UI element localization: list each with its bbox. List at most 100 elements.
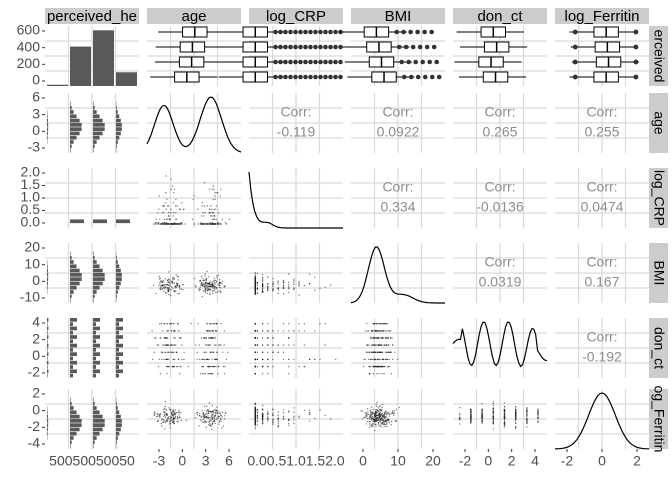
histogram-bar bbox=[93, 119, 103, 123]
scatter-point bbox=[382, 407, 383, 408]
scatter-point bbox=[267, 366, 268, 367]
scatter-point bbox=[383, 419, 384, 420]
histogram-bar bbox=[70, 440, 72, 444]
scatter-point bbox=[376, 366, 377, 367]
scatter-point bbox=[209, 330, 210, 331]
histogram-bar bbox=[116, 344, 123, 348]
scatter-point bbox=[459, 414, 460, 415]
scatter-point bbox=[309, 359, 310, 360]
outlier-point bbox=[427, 60, 432, 65]
scatter-point bbox=[212, 283, 213, 284]
scatter-point bbox=[381, 417, 382, 418]
outlier-point bbox=[313, 45, 318, 50]
scatter-point bbox=[375, 418, 376, 419]
histogram-bar bbox=[93, 277, 105, 281]
scatter-point bbox=[470, 422, 471, 423]
scatter-point bbox=[195, 285, 196, 286]
scatter-point bbox=[168, 359, 169, 360]
histogram-bar bbox=[93, 361, 100, 365]
histogram-bar bbox=[47, 123, 48, 127]
histogram-bar bbox=[116, 331, 119, 335]
scatter-point bbox=[168, 416, 169, 417]
histogram-bar bbox=[70, 339, 73, 343]
scatter-point bbox=[209, 425, 210, 426]
scatter-point bbox=[206, 352, 207, 353]
scatter-point bbox=[220, 223, 221, 224]
scatter-point bbox=[470, 416, 471, 417]
scatter-point bbox=[371, 424, 372, 425]
scatter-point bbox=[526, 407, 527, 408]
scatter-point bbox=[373, 373, 374, 374]
correlation-label: Corr: bbox=[280, 104, 311, 120]
scatter-point bbox=[309, 274, 310, 275]
scatter-point bbox=[392, 359, 393, 360]
histogram-bar bbox=[116, 264, 119, 268]
histogram-bar bbox=[116, 419, 122, 423]
scatter-point bbox=[158, 222, 159, 223]
scatter-point bbox=[160, 278, 161, 279]
scatter-point bbox=[169, 424, 170, 425]
scatter-point bbox=[384, 323, 385, 324]
scatter-point bbox=[537, 413, 538, 414]
scatter-point bbox=[201, 337, 202, 338]
column-strip-label: don_ct bbox=[477, 8, 523, 25]
scatter-point bbox=[262, 416, 263, 417]
scatter-point bbox=[206, 278, 207, 279]
y-tick-label: 0 bbox=[32, 72, 40, 88]
scatter-point bbox=[201, 366, 202, 367]
scatter-point bbox=[278, 344, 279, 345]
histogram-bar bbox=[70, 286, 77, 290]
scatter-point bbox=[166, 175, 167, 176]
scatter-point bbox=[198, 223, 199, 224]
scatter-point bbox=[293, 330, 294, 331]
scatter-point bbox=[166, 323, 167, 324]
scatter-point bbox=[262, 337, 263, 338]
scatter-point bbox=[384, 366, 385, 367]
histogram-bar bbox=[70, 149, 71, 153]
scatter-point bbox=[515, 414, 516, 415]
scatter-point bbox=[372, 418, 373, 419]
histogram-bar bbox=[116, 294, 117, 298]
histogram-bar bbox=[70, 269, 80, 273]
scatter-point bbox=[278, 419, 279, 420]
scatter-point bbox=[293, 407, 294, 408]
scatter-point bbox=[319, 359, 320, 360]
scatter-point bbox=[364, 417, 365, 418]
scatter-point bbox=[365, 330, 366, 331]
y-tick-label: 3 bbox=[32, 105, 40, 121]
scatter-point bbox=[255, 281, 256, 282]
scatter-point bbox=[177, 323, 178, 324]
scatter-point bbox=[288, 288, 289, 289]
scatter-point bbox=[175, 285, 176, 286]
scatter-point bbox=[168, 352, 169, 353]
scatter-point bbox=[459, 418, 460, 419]
histogram-bar bbox=[116, 432, 119, 436]
scatter-point bbox=[202, 415, 203, 416]
scatter-point bbox=[267, 413, 268, 414]
scatter-point bbox=[537, 416, 538, 417]
scatter-point bbox=[370, 409, 371, 410]
histogram-bar bbox=[93, 348, 96, 352]
outlier-point bbox=[323, 75, 328, 80]
histogram-bar bbox=[93, 110, 97, 114]
scatter-point bbox=[162, 212, 163, 213]
histogram-bar bbox=[93, 132, 103, 136]
scatter-point bbox=[367, 330, 368, 331]
scatter-point bbox=[217, 291, 218, 292]
scatter-point bbox=[203, 352, 204, 353]
scatter-point bbox=[157, 344, 158, 345]
scatter-point bbox=[183, 359, 184, 360]
scatter-point bbox=[176, 274, 177, 275]
y-tick-label: 400 bbox=[17, 38, 41, 54]
scatter-point bbox=[257, 288, 258, 289]
scatter-point bbox=[210, 215, 211, 216]
outlier-point bbox=[278, 75, 283, 80]
scatter-point bbox=[209, 359, 210, 360]
outlier-point bbox=[437, 75, 442, 80]
outlier-point bbox=[634, 60, 639, 65]
correlation-value: 0.167 bbox=[584, 274, 619, 290]
scatter-point bbox=[304, 344, 305, 345]
scatter-point bbox=[370, 359, 371, 360]
scatter-point bbox=[364, 412, 365, 413]
scatter-point bbox=[168, 212, 169, 213]
